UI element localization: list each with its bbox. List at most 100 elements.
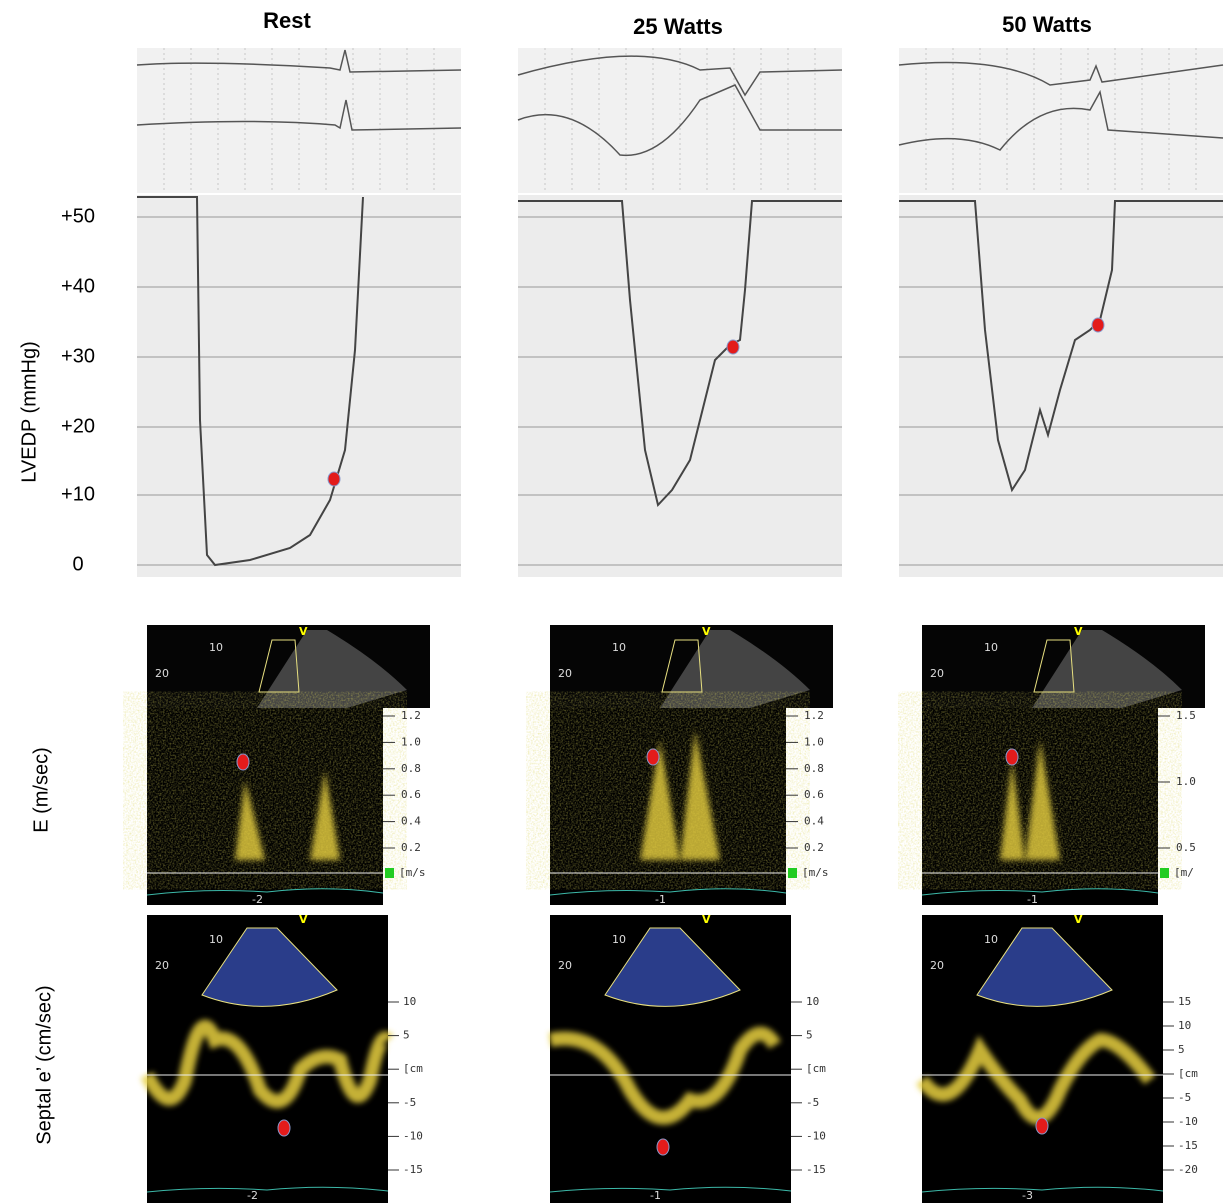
scale-label: 0.8 (401, 762, 421, 775)
scale-label: 15 (1178, 995, 1191, 1008)
sector-box (1033, 639, 1075, 693)
scale-label: 0.4 (401, 815, 421, 828)
column-title: 50 Watts (1002, 12, 1092, 37)
ecg-trace (146, 1186, 389, 1193)
scale-label: -5 (1178, 1091, 1191, 1104)
scale-label: 1.5 (1176, 709, 1196, 722)
sector (257, 630, 407, 708)
ecg-trace (517, 55, 843, 97)
marker (236, 753, 250, 771)
scale-label: [cm (1178, 1067, 1198, 1080)
ecg-trace (549, 888, 787, 896)
ecg-trace (146, 888, 384, 896)
depth-label: V (702, 913, 711, 926)
scale-label: -5 (806, 1096, 819, 1109)
scale-label: 0.6 (401, 788, 421, 801)
scale-label: -20 (1178, 1163, 1198, 1176)
doppler-envelope (1000, 760, 1025, 860)
sector-box (258, 639, 300, 693)
time-label: -1 (1027, 893, 1038, 906)
scale-label: 0.2 (401, 841, 421, 854)
sector (604, 927, 741, 1007)
scale-label: 10 (1178, 1019, 1191, 1032)
marker (646, 748, 660, 766)
depth-label: 10 (984, 641, 998, 654)
scale-label: 10 (806, 995, 819, 1008)
y-tick-label: +40 (61, 275, 95, 297)
scale-label: -10 (806, 1129, 826, 1142)
scale-label: 1.2 (804, 709, 824, 722)
doppler-envelope (1025, 740, 1060, 860)
tdi-wave (140, 1019, 394, 1109)
sector (660, 630, 810, 708)
doppler-noise (147, 708, 383, 873)
y-tick-label: +30 (61, 345, 95, 367)
doppler-envelope (680, 730, 720, 860)
scale-label: 10 (403, 995, 416, 1008)
time-label: -1 (655, 893, 666, 906)
pressure-panel (137, 195, 461, 577)
depth-label: V (1074, 625, 1083, 638)
time-label: -1 (650, 1189, 661, 1202)
scale-unit: [m/ (1174, 866, 1194, 879)
marker (1035, 1117, 1049, 1135)
ecg-trace (136, 99, 462, 131)
scale-label: 1.0 (401, 735, 421, 748)
depth-label: 10 (612, 933, 626, 946)
depth-label: V (702, 625, 711, 638)
marker (656, 1138, 670, 1156)
pressure-trace (137, 196, 364, 567)
y-tick-label: +10 (61, 483, 95, 505)
scale-label: -15 (1178, 1139, 1198, 1152)
marker (1091, 317, 1105, 333)
scale-label: -5 (403, 1096, 416, 1109)
tdi-wave (916, 1032, 1156, 1125)
scale-label: 5 (403, 1029, 410, 1042)
depth-label: 20 (155, 667, 169, 680)
depth-label: 20 (155, 959, 169, 972)
ecg-trace (898, 89, 1224, 151)
row-label: Septal e’ (cm/sec) (33, 985, 55, 1144)
sector (1032, 630, 1182, 708)
depth-label: V (1074, 913, 1083, 926)
scale-marker (385, 868, 394, 878)
scale-label: -10 (1178, 1115, 1198, 1128)
depth-label: 20 (930, 667, 944, 680)
scale-label: [cm (403, 1062, 423, 1075)
sector (201, 927, 338, 1007)
pressure-trace (518, 200, 842, 508)
scale-label: -15 (403, 1163, 423, 1176)
column: 50 Watts 10 20 V -1 1.5 1.0 0.5 [m/10 20 V -3 15 10 5 [… (898, 12, 1224, 1203)
column: Rest 10 20 V -2 1.2 1.0 0.8 0.6 0.4 0.2 [m/s 10 20 V -2… (136, 8, 462, 1203)
doppler-envelope (235, 780, 265, 860)
scale-label: -10 (403, 1129, 423, 1142)
y-tick-label: +50 (61, 205, 95, 227)
depth-label: V (299, 625, 308, 638)
ecg-trace (517, 84, 842, 157)
column: 25 Watts 10 20 V -1 1.2 1.0 0.8 0.6 0.4 0.2 [m/s 10 2… (517, 14, 843, 1203)
depth-label: 20 (558, 959, 572, 972)
marker (726, 339, 740, 355)
depth-label: 20 (930, 959, 944, 972)
time-label: -2 (252, 893, 263, 906)
ecg-trace (549, 1186, 792, 1193)
scale-label: -15 (806, 1163, 826, 1176)
scale-marker (1160, 868, 1169, 878)
ecg-trace (136, 49, 462, 73)
column-title: 25 Watts (633, 14, 723, 39)
scale-label: [cm (806, 1062, 826, 1075)
depth-label: 10 (209, 933, 223, 946)
depth-label: 10 (209, 641, 223, 654)
depth-label: 10 (984, 933, 998, 946)
scale-unit: [m/s (399, 866, 426, 879)
scale-label: 0.2 (804, 841, 824, 854)
depth-label: V (299, 913, 308, 926)
pressure-trace (899, 200, 1223, 493)
column-title: Rest (263, 8, 311, 33)
row-label: E (m/sec) (30, 747, 52, 833)
tdi-wave (548, 1026, 782, 1125)
scale-label: 0.4 (804, 815, 824, 828)
marker (277, 1119, 291, 1137)
scale-label: 1.0 (1176, 775, 1196, 788)
